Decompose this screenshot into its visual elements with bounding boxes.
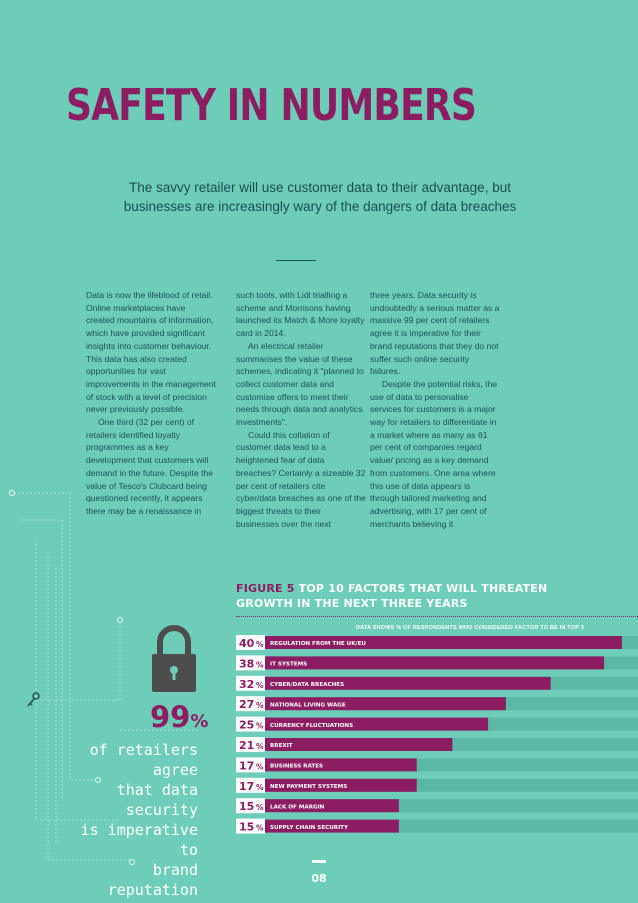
value-label-bg — [236, 757, 265, 773]
value-label: 27 — [239, 698, 254, 711]
value-label-bg — [236, 798, 265, 814]
value-label-bg — [236, 655, 265, 671]
bar — [265, 799, 399, 813]
value-suffix: % — [256, 722, 264, 731]
title-divider — [276, 260, 316, 261]
value-label-bg — [236, 675, 265, 691]
category-label: REGULATION FROM THE UK/EU — [270, 641, 366, 647]
body-column-3: three years. Data security is undoubtedl… — [370, 289, 500, 530]
figure-note: DATA SHOWS % OF RESPONDENTS WHO CONSIDER… — [355, 625, 584, 631]
bar — [265, 717, 489, 731]
category-label: NEW PAYMENT SYSTEMS — [270, 784, 347, 790]
page-number-mark — [312, 860, 326, 863]
value-suffix: % — [256, 660, 264, 669]
bar — [265, 636, 622, 649]
bar — [265, 778, 417, 792]
stat-caption-line: brand reputation — [107, 861, 198, 899]
value-label: 40 — [239, 637, 255, 650]
padlock-icon — [152, 625, 196, 692]
paragraph: Data is now the lifeblood of retail. Onl… — [86, 290, 216, 415]
figure-rule — [236, 616, 638, 617]
key-icon — [27, 692, 40, 707]
figure-title-line-1: TOP 10 FACTORS THAT WILL THREATEN — [298, 582, 548, 595]
value-label-bg — [236, 635, 265, 650]
value-label: 17 — [239, 759, 254, 772]
value-label-bg — [236, 716, 265, 732]
category-label: CYBER/DATA BREACHES — [270, 682, 344, 688]
value-suffix: % — [256, 762, 264, 771]
value-label: 21 — [239, 739, 254, 752]
bar — [265, 738, 453, 751]
value-label: 38 — [239, 657, 254, 670]
stat-caption-line: that data security — [116, 781, 198, 819]
category-label: BUSINESS RATES — [270, 764, 323, 770]
value-label: 32 — [239, 678, 254, 691]
stat-caption-line: is imperative to — [80, 821, 198, 859]
value-suffix: % — [256, 803, 264, 812]
paragraph: An electrical retailer summarises the va… — [236, 340, 364, 428]
value-label: 15 — [239, 800, 254, 813]
value-label: 17 — [239, 780, 254, 793]
value-suffix: % — [256, 783, 264, 792]
body-column-2: such tools, with Lidl trialling a scheme… — [236, 289, 366, 530]
page-title: SAFETY IN NUMBERS — [66, 80, 477, 131]
paragraph: Despite the potential risks, the use of … — [370, 378, 498, 529]
value-label: 25 — [239, 719, 254, 732]
body-column-1: Data is now the lifeblood of retail. Onl… — [86, 289, 216, 518]
category-label: BREXIT — [270, 743, 293, 749]
figure-label: FIGURE 5 — [236, 582, 295, 595]
bar — [265, 819, 399, 833]
standfirst: The savvy retailer will use customer dat… — [123, 180, 517, 214]
category-label: IT SYSTEMS — [270, 662, 307, 668]
stat-caption: of retailers agree that data security is… — [60, 740, 198, 900]
figure-title: FIGURE 5 TOP 10 FACTORS THAT WILL THREAT… — [236, 581, 547, 611]
value-label-bg — [236, 818, 265, 834]
value-suffix: % — [256, 640, 264, 649]
bar — [265, 676, 551, 690]
category-label: LACK OF MARGIN — [270, 804, 325, 810]
category-label: SUPPLY CHAIN SECURITY — [270, 825, 349, 831]
figure-title-line-2: GROWTH IN THE NEXT THREE YEARS — [236, 597, 468, 610]
category-label: NATIONAL LIVING WAGE — [270, 702, 346, 708]
stat-number: 99 — [150, 700, 191, 734]
category-label: CURRENCY FLUCTUATIONS — [270, 723, 353, 729]
value-label-bg — [236, 696, 265, 712]
paragraph: One third (32 per cent) of retailers ide… — [86, 417, 214, 516]
page-number: 08 — [311, 872, 327, 885]
paragraph: three years. Data security is undoubtedl… — [370, 290, 500, 377]
value-suffix: % — [256, 824, 264, 833]
value-suffix: % — [256, 742, 264, 751]
value-label: 15 — [239, 821, 254, 834]
paragraph: such tools, with Lidl trialling a scheme… — [236, 290, 365, 339]
bar — [265, 758, 417, 772]
paragraph: Could this collation of customer data le… — [236, 429, 366, 529]
bar — [265, 697, 506, 711]
value-suffix: % — [256, 681, 264, 690]
bar — [265, 656, 605, 670]
stat-percent: % — [190, 711, 209, 732]
value-suffix: % — [256, 701, 264, 710]
stat-caption-line: of retailers agree — [89, 741, 198, 779]
value-label-bg — [236, 777, 265, 793]
stat-value: 99% — [150, 700, 208, 734]
value-label-bg — [236, 737, 265, 752]
